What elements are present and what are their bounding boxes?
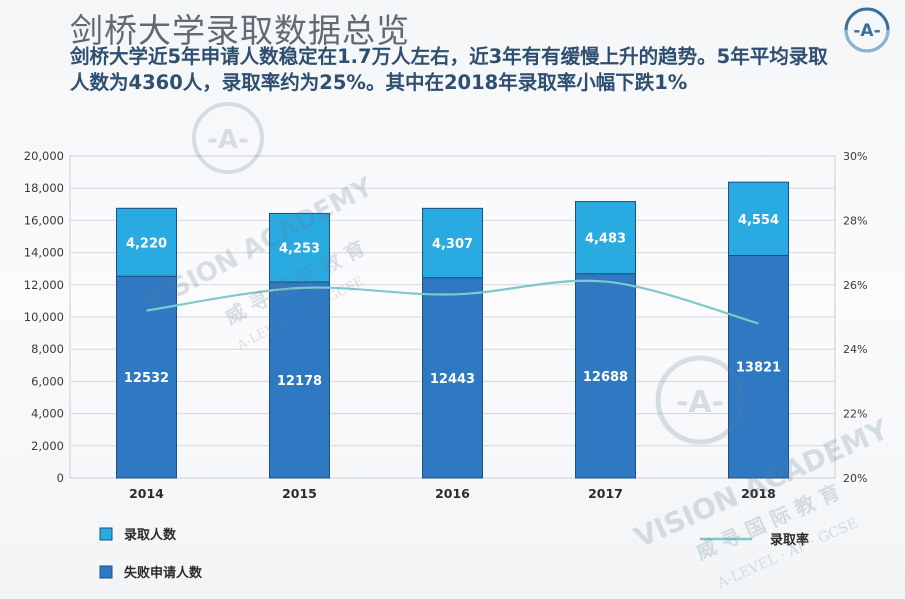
- data-label-failed: 12443: [430, 372, 475, 387]
- data-label-admitted: 4,220: [126, 236, 167, 251]
- legend-swatch-admitted: [99, 527, 113, 541]
- bar-admitted-2014: [116, 207, 177, 277]
- chart-axes: 0 2,000 4,000 6,000 8,000 10,000 12,000 14,000 1…: [24, 149, 868, 501]
- y-left-tick-label: 14,000: [24, 246, 64, 260]
- y-left-tick-label: 0: [57, 471, 64, 485]
- x-tick-label: 2017: [588, 486, 623, 501]
- chart-data-labels: 12532 4,220 12178 4,253 12443 4,307 12688 4,483…: [124, 213, 781, 389]
- y-left-tick-label: 6,000: [31, 374, 64, 388]
- x-tick-label: 2016: [435, 486, 470, 501]
- x-tick-label: 2015: [282, 486, 317, 501]
- y-right-tick-label: 26%: [843, 279, 867, 292]
- x-tick-label: 2018: [741, 486, 776, 501]
- y-left-tick-label: 20,000: [24, 149, 64, 163]
- logo-text: -A-: [853, 21, 880, 41]
- bar-failed-2017: [575, 273, 636, 479]
- admission-rate-line: [146, 279, 759, 325]
- vision-academy-logo: -A-: [844, 7, 890, 53]
- y-left-tick-label: 16,000: [24, 213, 64, 227]
- y-left-tick-label: 10,000: [24, 310, 64, 324]
- page-title: 剑桥大学录取数据总览: [70, 11, 410, 50]
- y-right-tick-label: 22%: [843, 408, 867, 421]
- data-label-admitted: 4,554: [738, 213, 779, 228]
- bar-failed-2016: [422, 277, 483, 479]
- data-label-failed: 12178: [277, 374, 322, 389]
- x-tick-label: 2014: [129, 486, 164, 501]
- legend-swatch-failed: [99, 565, 113, 579]
- logo-ring-lower: [844, 29, 890, 53]
- bar-admitted-2017: [575, 201, 636, 275]
- page-subtitle: 剑桥大学近5年申请人数稳定在1.7万人左右，近3年有有缓慢上升的趋势。5年平均录…: [70, 45, 828, 94]
- bar-failed-2018: [728, 254, 789, 479]
- y-right-tick-label: 24%: [843, 343, 867, 356]
- y-right-tick-label: 28%: [843, 214, 867, 227]
- y-left-tick-label: 8,000: [31, 342, 64, 356]
- y-right-tick-label: 30%: [843, 150, 867, 163]
- data-label-admitted: 4,483: [585, 232, 626, 247]
- data-label-failed: 12688: [583, 370, 628, 385]
- data-label-failed: 12532: [124, 371, 169, 386]
- y-left-tick-label: 4,000: [31, 407, 64, 421]
- chart-bars: [116, 181, 789, 479]
- data-label-admitted: 4,307: [432, 237, 473, 252]
- legend-label-rate: 录取率: [770, 532, 809, 548]
- y-right-tick-label: 20%: [843, 472, 867, 485]
- bar-admitted-2015: [269, 212, 330, 283]
- bar-admitted-2018: [728, 181, 789, 256]
- bar-failed-2015: [269, 281, 330, 479]
- y-left-tick-label: 18,000: [24, 181, 64, 195]
- data-label-admitted: 4,253: [279, 242, 320, 257]
- bar-admitted-2016: [422, 207, 483, 279]
- y-left-tick-label: 2,000: [31, 439, 64, 453]
- legend-label-failed: 失败申请人数: [124, 565, 203, 581]
- y-left-tick-label: 12,000: [24, 278, 64, 292]
- legend-label-admitted: 录取人数: [124, 527, 177, 543]
- chart-line: [146, 279, 759, 325]
- data-label-failed: 13821: [736, 361, 781, 376]
